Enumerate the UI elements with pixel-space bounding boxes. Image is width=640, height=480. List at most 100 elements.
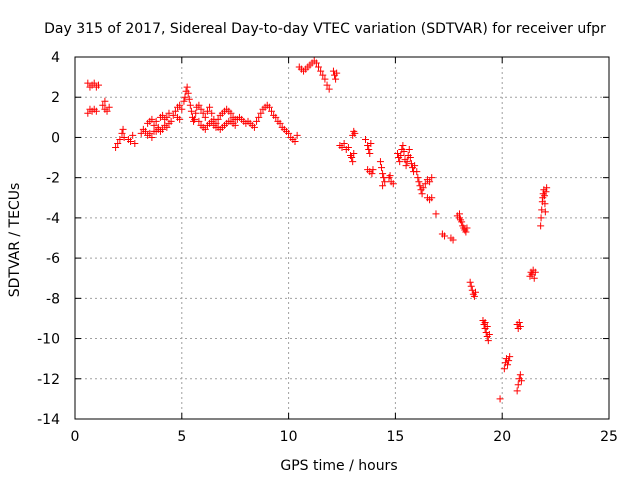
data-point bbox=[146, 129, 154, 137]
data-point bbox=[250, 123, 258, 131]
data-point bbox=[400, 148, 408, 156]
data-point bbox=[214, 115, 222, 123]
data-point bbox=[531, 268, 539, 276]
data-point bbox=[84, 109, 92, 117]
data-point bbox=[542, 188, 550, 196]
y-tick-label: -10 bbox=[37, 332, 60, 348]
data-point bbox=[291, 137, 299, 145]
data-point bbox=[426, 178, 434, 186]
data-point bbox=[366, 150, 374, 158]
data-point bbox=[514, 381, 522, 389]
data-point bbox=[506, 353, 514, 361]
data-point bbox=[379, 182, 387, 190]
x-tick-label: 0 bbox=[71, 429, 80, 445]
data-point bbox=[368, 170, 376, 178]
data-point bbox=[381, 178, 389, 186]
y-tick-label: -6 bbox=[46, 251, 60, 267]
data-point bbox=[165, 109, 173, 117]
data-point bbox=[463, 224, 471, 232]
data-point bbox=[333, 69, 341, 77]
data-point bbox=[181, 93, 189, 101]
data-point bbox=[152, 117, 160, 125]
data-point bbox=[94, 81, 102, 89]
data-point bbox=[206, 103, 214, 111]
data-point bbox=[485, 331, 493, 339]
data-point bbox=[455, 210, 463, 218]
y-tick-label: -14 bbox=[37, 412, 60, 428]
data-point bbox=[293, 131, 301, 139]
axis-ticks: 0 5 10 15 20 25 -14 -12 -10 -8 -6 -4 -2 0 2 4 bbox=[37, 50, 618, 445]
data-point bbox=[483, 322, 491, 330]
data-point bbox=[428, 174, 436, 182]
data-point bbox=[396, 158, 404, 166]
data-point bbox=[201, 113, 209, 121]
y-tick-label: -8 bbox=[46, 291, 60, 307]
data-point bbox=[405, 146, 413, 154]
data-point bbox=[183, 83, 191, 91]
y-tick-label: -4 bbox=[46, 211, 60, 227]
data-point bbox=[253, 117, 261, 125]
data-point bbox=[101, 97, 109, 105]
data-point bbox=[129, 131, 137, 139]
data-point bbox=[351, 129, 359, 137]
data-point bbox=[141, 127, 149, 135]
data-point bbox=[163, 113, 171, 121]
data-point bbox=[148, 133, 156, 141]
data-point bbox=[543, 184, 551, 192]
data-point bbox=[403, 158, 411, 166]
data-point bbox=[176, 115, 184, 123]
data-point bbox=[349, 158, 357, 166]
data-point bbox=[332, 75, 340, 83]
data-point bbox=[84, 79, 92, 87]
data-point bbox=[159, 125, 167, 133]
data-point bbox=[376, 158, 384, 166]
data-point bbox=[317, 67, 325, 75]
data-point bbox=[505, 357, 513, 365]
data-point bbox=[114, 139, 122, 147]
data-point bbox=[137, 129, 145, 137]
data-point bbox=[467, 282, 475, 290]
chart-title: Day 315 of 2017, Sidereal Day-to-day VTE… bbox=[44, 21, 606, 37]
data-point bbox=[399, 141, 407, 149]
data-point bbox=[163, 123, 171, 131]
data-point bbox=[402, 162, 410, 170]
data-point bbox=[397, 152, 405, 160]
data-point bbox=[421, 180, 429, 188]
data-point bbox=[344, 144, 352, 151]
data-point bbox=[470, 292, 478, 300]
data-point bbox=[197, 105, 205, 113]
data-point bbox=[406, 154, 414, 162]
data-point bbox=[361, 135, 369, 143]
x-tick-label: 20 bbox=[493, 429, 511, 445]
data-point bbox=[131, 139, 139, 147]
data-point bbox=[112, 144, 120, 151]
data-point bbox=[212, 123, 220, 131]
data-point bbox=[255, 113, 263, 121]
data-point bbox=[323, 81, 331, 89]
data-point bbox=[350, 150, 358, 158]
data-point bbox=[432, 210, 440, 218]
data-point bbox=[178, 105, 186, 113]
data-point bbox=[472, 288, 479, 296]
data-point bbox=[321, 75, 329, 83]
data-points bbox=[84, 57, 551, 403]
data-point bbox=[199, 109, 207, 117]
data-point bbox=[378, 164, 386, 172]
data-point bbox=[195, 101, 203, 109]
data-point bbox=[276, 119, 284, 127]
y-tick-label: -12 bbox=[37, 372, 60, 388]
y-tick-label: 2 bbox=[51, 90, 60, 106]
data-point bbox=[541, 208, 549, 216]
data-point bbox=[516, 322, 524, 330]
data-point bbox=[203, 107, 211, 115]
data-point bbox=[265, 103, 273, 111]
data-point bbox=[257, 109, 265, 117]
data-point bbox=[538, 206, 546, 214]
data-point bbox=[500, 365, 508, 373]
data-point bbox=[285, 129, 293, 137]
data-point bbox=[169, 111, 177, 119]
data-point bbox=[105, 103, 113, 111]
x-tick-label: 25 bbox=[600, 429, 618, 445]
data-point bbox=[325, 85, 333, 93]
